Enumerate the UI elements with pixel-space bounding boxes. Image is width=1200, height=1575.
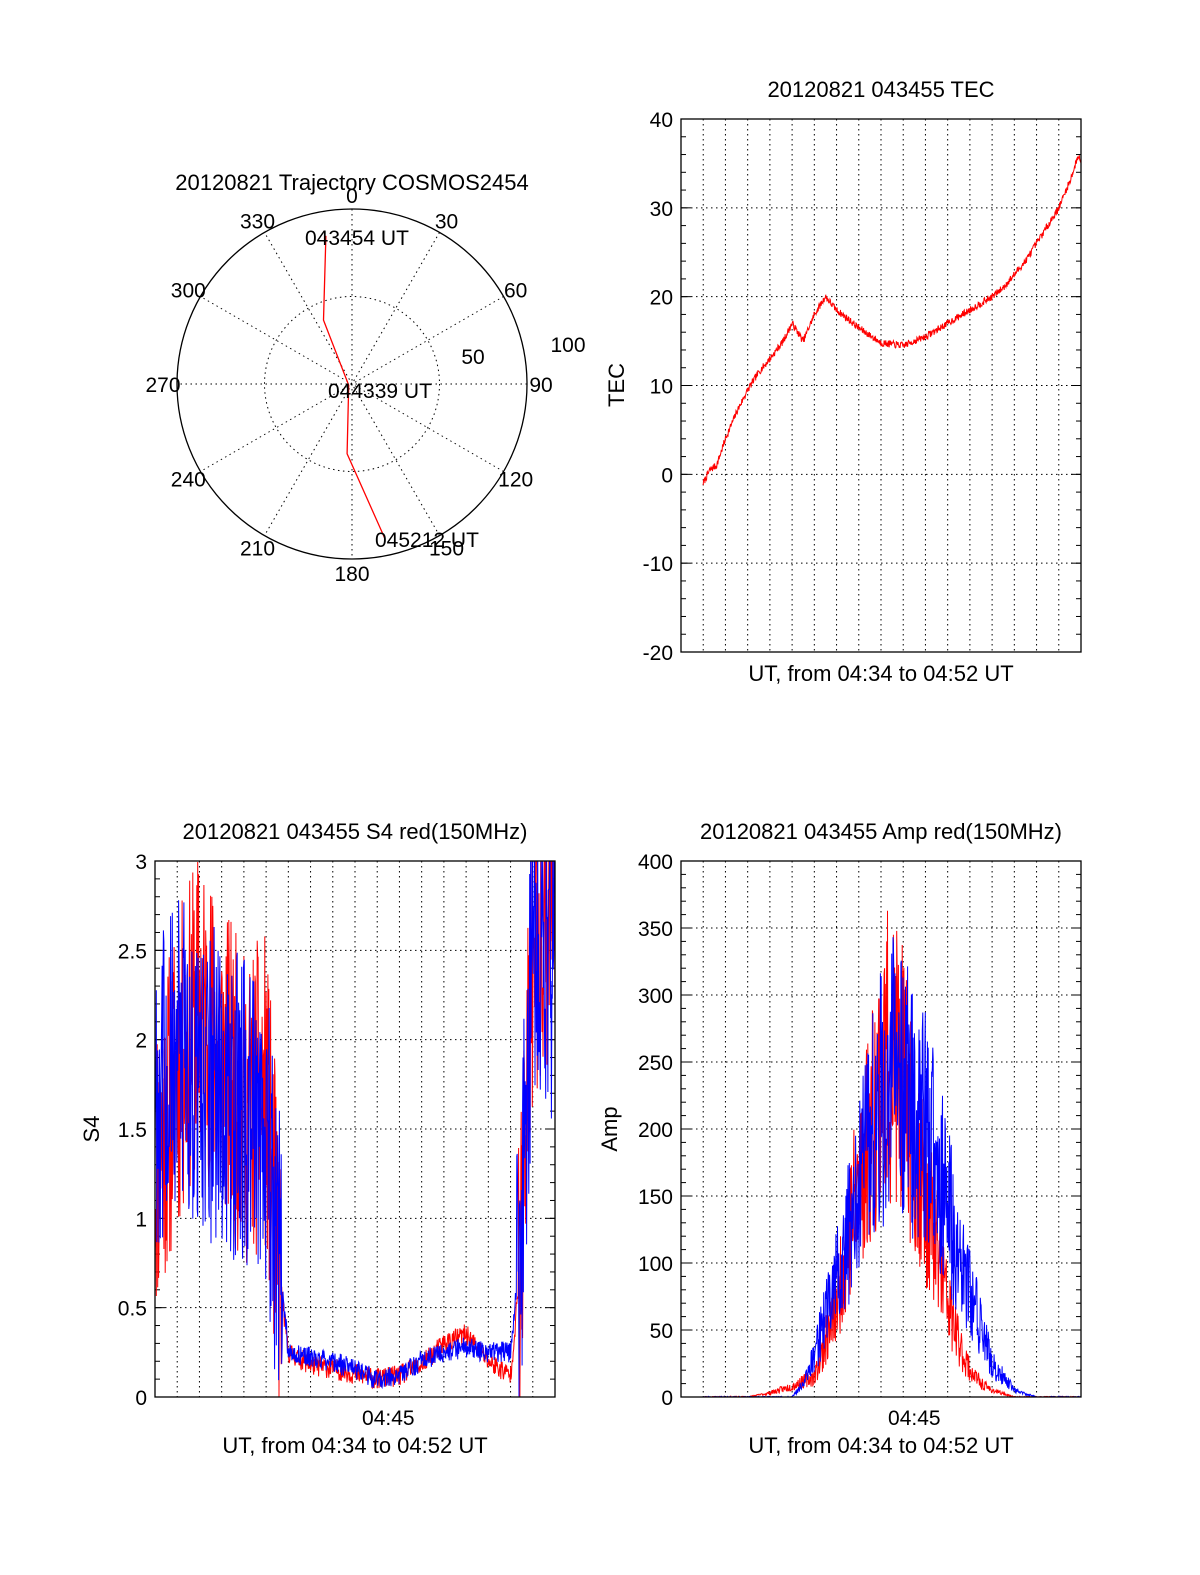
amp-y-tick-label: 250 <box>638 1052 673 1075</box>
polar-inner-circle <box>264 296 440 472</box>
polar-grid <box>176 208 528 560</box>
polar-angle-label: 60 <box>504 280 527 303</box>
polar-spoke <box>264 232 440 536</box>
amp-x-ticks: 04:45 <box>888 1407 941 1430</box>
s4-y-tick-label: 1 <box>135 1208 147 1231</box>
tec-grid <box>681 119 1081 652</box>
polar-panel: 20120821 Trajectory COSMOS2454 0 30 60 90 12… <box>145 170 585 586</box>
tec-panel: 20120821 043455 TEC -20 -10 0 10 20 30 40 UT, … <box>604 77 1082 686</box>
tec-y-tick-label: -10 <box>643 553 673 576</box>
s4-y-tick-label: 0 <box>135 1387 147 1410</box>
polar-angle-label: 240 <box>171 469 206 492</box>
s4-series-blue-line <box>155 861 555 1397</box>
tec-series <box>702 155 1081 486</box>
amp-x-axis-label: UT, from 04:34 to 04:52 UT <box>748 1433 1013 1458</box>
amp-y-tick-label: 100 <box>638 1253 673 1276</box>
amp-y-tick-label: 300 <box>638 985 673 1008</box>
amp-y-tick-label: 0 <box>661 1387 673 1410</box>
amp-y-axis-label: Amp <box>597 1106 622 1151</box>
polar-annotation-mid: 044339 UT <box>328 380 432 403</box>
polar-angle-label: 270 <box>145 374 180 397</box>
s4-title: 20120821 043455 S4 red(150MHz) <box>183 819 528 844</box>
polar-angle-label: 120 <box>498 469 533 492</box>
polar-angle-label: 0 <box>346 185 358 208</box>
tec-plot-frame <box>680 118 1082 653</box>
amp-y-tick-label: 150 <box>638 1186 673 1209</box>
polar-angle-label: 180 <box>334 563 369 586</box>
amp-plot-frame <box>680 860 1082 1398</box>
amp-series-red-line <box>703 910 1081 1397</box>
s4-y-tick-label: 2 <box>135 1030 147 1053</box>
s4-y-tick-label: 1.5 <box>118 1119 147 1142</box>
amp-y-ticks: 0 50 100 150 200 250 300 350 400 <box>638 851 1081 1410</box>
s4-y-axis-label: S4 <box>79 1116 104 1143</box>
amp-series <box>703 910 1081 1397</box>
s4-y-tick-label: 2.5 <box>118 940 147 963</box>
s4-series <box>155 861 555 1397</box>
s4-x-ticks: 04:45 <box>362 1407 415 1430</box>
polar-angle-label: 30 <box>435 210 458 233</box>
s4-panel: 20120821 043455 S4 red(150MHz) 0 0.5 1 1.5 2… <box>79 819 556 1458</box>
polar-trajectory-line <box>322 235 386 539</box>
amp-y-tick-label: 200 <box>638 1119 673 1142</box>
tec-y-tick-label: -20 <box>643 642 673 665</box>
amp-x-tick-label: 04:45 <box>888 1407 941 1430</box>
polar-radial-label-50: 50 <box>461 346 484 369</box>
tec-y-tick-label: 10 <box>650 376 673 399</box>
tec-y-tick-label: 30 <box>650 198 673 221</box>
tec-y-tick-label: 20 <box>650 287 673 310</box>
s4-x-axis-label: UT, from 04:34 to 04:52 UT <box>222 1433 487 1458</box>
polar-angle-label: 300 <box>171 280 206 303</box>
tec-y-tick-label: 0 <box>661 464 673 487</box>
amp-series-blue-line <box>703 937 1081 1397</box>
polar-annotation-end: 045212 UT <box>375 529 479 552</box>
tec-x-axis-label: UT, from 04:34 to 04:52 UT <box>748 661 1013 686</box>
tec-y-ticks: -20 -10 0 10 20 30 40 <box>643 109 1081 665</box>
tec-title: 20120821 043455 TEC <box>767 77 994 102</box>
amp-panel: 20120821 043455 Amp red(150MHz) 0 50 100 15… <box>597 819 1082 1458</box>
polar-radial-label-100: 100 <box>550 334 585 357</box>
amp-y-tick-label: 50 <box>650 1320 673 1343</box>
polar-title: 20120821 Trajectory COSMOS2454 <box>175 170 528 195</box>
polar-angle-label: 90 <box>529 374 552 397</box>
s4-y-tick-label: 3 <box>135 851 147 874</box>
tec-series-red-line <box>702 155 1081 486</box>
polar-angle-labels: 0 30 60 90 120 150 180 210 240 270 300 330 <box>145 185 552 586</box>
amp-y-tick-label: 350 <box>638 918 673 941</box>
amp-title: 20120821 043455 Amp red(150MHz) <box>700 819 1062 844</box>
tec-y-axis-label: TEC <box>604 363 629 407</box>
s4-plot-frame <box>154 860 556 1398</box>
amp-y-tick-label: 400 <box>638 851 673 874</box>
tec-y-tick-label: 40 <box>650 109 673 132</box>
polar-angle-label: 330 <box>240 210 275 233</box>
s4-x-tick-label: 04:45 <box>362 1407 415 1430</box>
s4-grid <box>155 861 555 1397</box>
polar-angle-label: 210 <box>240 538 275 561</box>
s4-y-tick-label: 0.5 <box>118 1298 147 1321</box>
polar-angle-label: 150 <box>429 538 464 561</box>
polar-annotation-start: 043454 UT <box>305 227 409 250</box>
